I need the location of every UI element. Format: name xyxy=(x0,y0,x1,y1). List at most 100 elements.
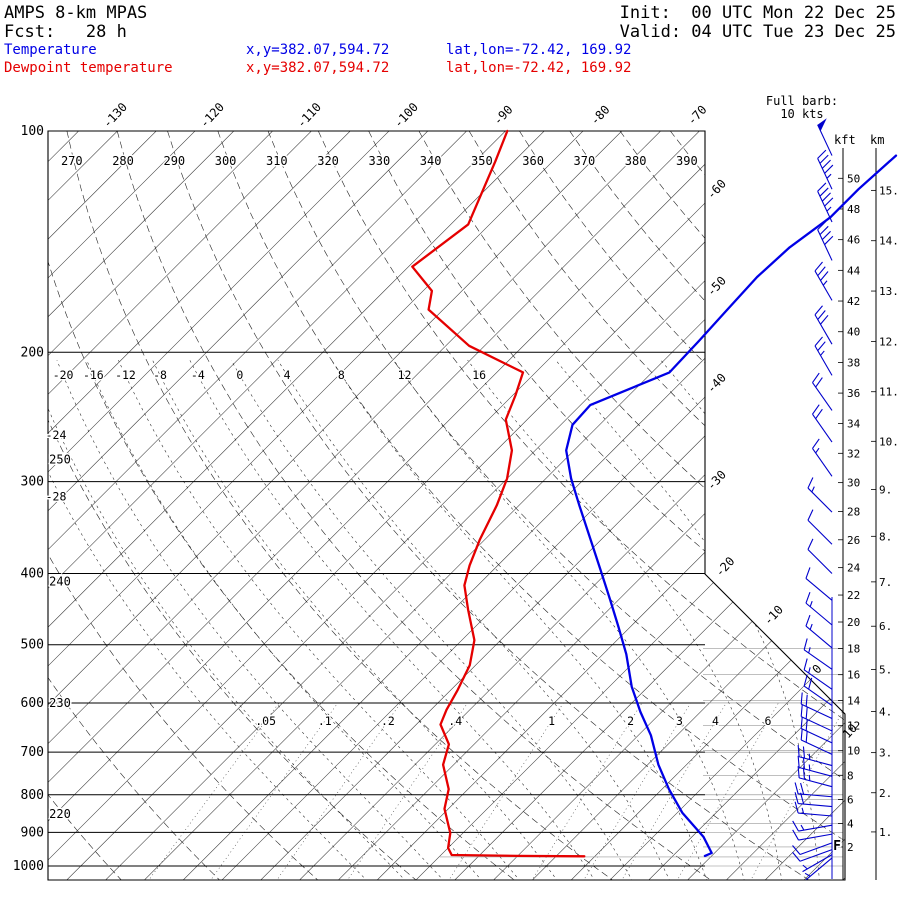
svg-text:36: 36 xyxy=(847,387,860,400)
init-time: Init: 00 UTC Mon 22 Dec 25 xyxy=(619,3,896,23)
svg-text:350: 350 xyxy=(471,154,493,168)
svg-text:24: 24 xyxy=(847,562,861,575)
svg-text:8: 8 xyxy=(847,769,854,782)
svg-text:20: 20 xyxy=(847,616,860,629)
svg-text:44: 44 xyxy=(847,264,861,277)
model-title: AMPS 8-km MPAS xyxy=(4,3,148,23)
svg-text:-120: -120 xyxy=(197,100,227,131)
svg-text:14: 14 xyxy=(847,694,861,707)
svg-text:.2: .2 xyxy=(381,714,395,728)
svg-text:12.: 12. xyxy=(879,335,899,348)
forecast-hour: Fcst: 28 h xyxy=(4,22,127,42)
svg-text:320: 320 xyxy=(317,154,339,168)
svg-text:2.: 2. xyxy=(879,787,892,800)
svg-text:-10: -10 xyxy=(761,603,786,628)
svg-text:-16: -16 xyxy=(83,368,104,382)
svg-text:-40: -40 xyxy=(704,371,729,396)
svg-text:-90: -90 xyxy=(491,103,516,128)
svg-text:16: 16 xyxy=(472,368,486,382)
svg-text:5.: 5. xyxy=(879,663,892,676)
svg-text:Full barb:: Full barb: xyxy=(766,94,838,108)
svg-text:34: 34 xyxy=(847,417,861,430)
svg-text:220: 220 xyxy=(49,807,71,821)
svg-text:-20: -20 xyxy=(712,554,737,579)
svg-text:-100: -100 xyxy=(391,100,421,131)
svg-text:14.: 14. xyxy=(879,235,899,248)
svg-text:310: 310 xyxy=(266,154,288,168)
svg-text:1: 1 xyxy=(548,714,555,728)
svg-text:2: 2 xyxy=(847,841,854,854)
legend-temperature-xy: x,y=382.07,594.72 xyxy=(246,42,390,58)
svg-text:-4: -4 xyxy=(191,368,205,382)
freezing-level-marker: F xyxy=(832,838,843,856)
legend-dewpoint-xy: x,y=382.07,594.72 xyxy=(246,60,390,76)
svg-text:kft: kft xyxy=(834,133,856,147)
svg-text:340: 340 xyxy=(420,154,442,168)
svg-text:0: 0 xyxy=(236,368,243,382)
dry-adiabats xyxy=(48,131,845,880)
legend-dewpoint-latlon: lat,lon=-72.42, 169.92 xyxy=(446,60,632,76)
svg-text:F: F xyxy=(833,839,841,854)
svg-text:360: 360 xyxy=(522,154,544,168)
svg-text:.1: .1 xyxy=(318,714,332,728)
svg-text:12: 12 xyxy=(847,720,860,733)
svg-text:-30: -30 xyxy=(704,468,729,493)
svg-text:-50: -50 xyxy=(704,274,729,299)
svg-text:4: 4 xyxy=(712,714,719,728)
height-axis-km: km 1. 2. 3. 4. 5. 6. 7. 8. 9. 10. 11. 12. 13. 14. 15. xyxy=(870,133,899,880)
svg-text:300: 300 xyxy=(21,475,44,490)
svg-text:3.: 3. xyxy=(879,747,892,760)
plot-border xyxy=(47,130,846,881)
wind-barbs xyxy=(792,118,834,881)
svg-text:0: 0 xyxy=(809,662,824,677)
svg-text:42: 42 xyxy=(847,295,860,308)
svg-text:16: 16 xyxy=(847,669,860,682)
svg-text:38: 38 xyxy=(847,356,860,369)
svg-text:300: 300 xyxy=(215,154,237,168)
svg-text:18: 18 xyxy=(847,643,860,656)
svg-text:30: 30 xyxy=(847,477,860,490)
svg-text:-28: -28 xyxy=(46,489,67,503)
svg-text:280: 280 xyxy=(112,154,134,168)
svg-text:100: 100 xyxy=(21,124,44,139)
svg-text:400: 400 xyxy=(21,567,44,582)
svg-text:8.: 8. xyxy=(879,530,892,543)
svg-text:800: 800 xyxy=(21,788,44,803)
svg-text:-80: -80 xyxy=(588,103,613,128)
svg-text:9.: 9. xyxy=(879,483,892,496)
moist-adiabats xyxy=(48,359,845,880)
svg-text:6: 6 xyxy=(847,794,854,807)
svg-text:32: 32 xyxy=(847,447,860,460)
svg-text:1000: 1000 xyxy=(13,859,44,874)
svg-text:40: 40 xyxy=(847,326,860,339)
svg-text:6.: 6. xyxy=(879,620,892,633)
svg-text:-12: -12 xyxy=(115,368,136,382)
svg-text:600: 600 xyxy=(21,696,44,711)
svg-text:240: 240 xyxy=(49,574,71,588)
legend-temperature-latlon: lat,lon=-72.42, 169.92 xyxy=(446,42,632,58)
svg-text:1.: 1. xyxy=(879,826,892,839)
svg-text:-130: -130 xyxy=(100,100,130,131)
svg-text:290: 290 xyxy=(163,154,185,168)
svg-text:.4: .4 xyxy=(448,714,462,728)
svg-text:.05: .05 xyxy=(255,714,276,728)
svg-text:390: 390 xyxy=(676,154,698,168)
svg-text:700: 700 xyxy=(21,745,44,760)
svg-text:13.: 13. xyxy=(879,285,899,298)
svg-text:12: 12 xyxy=(398,368,412,382)
svg-text:48: 48 xyxy=(847,203,860,216)
svg-text:50: 50 xyxy=(847,172,860,185)
svg-text:-8: -8 xyxy=(153,368,167,382)
svg-text:200: 200 xyxy=(21,345,44,360)
svg-text:6: 6 xyxy=(765,714,772,728)
svg-text:-70: -70 xyxy=(685,103,710,128)
isotherm-grid xyxy=(48,131,845,880)
svg-text:7.: 7. xyxy=(879,576,892,589)
legend-dewpoint-label: Dewpoint temperature xyxy=(4,60,173,76)
temperature-curve xyxy=(565,154,898,858)
svg-text:8: 8 xyxy=(338,368,345,382)
svg-text:10 kts: 10 kts xyxy=(780,107,823,121)
pressure-gridlines xyxy=(48,130,843,867)
